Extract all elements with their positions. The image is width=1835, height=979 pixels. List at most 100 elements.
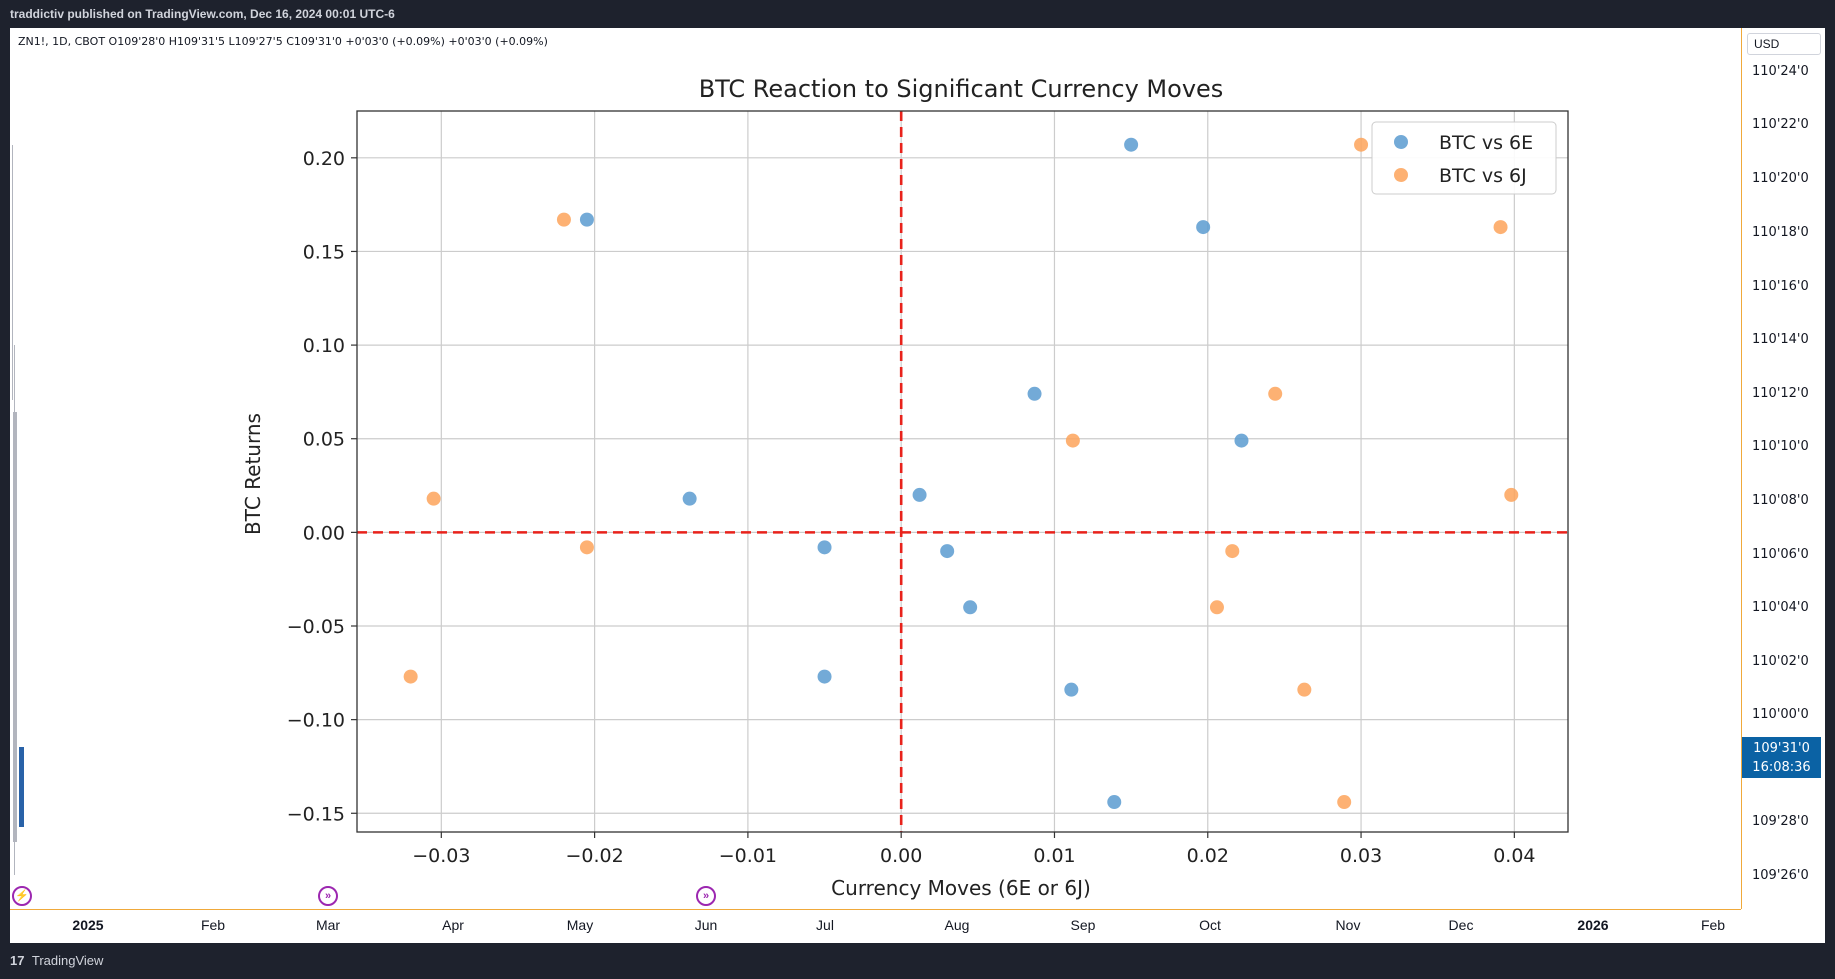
point-btc-vs-6j xyxy=(403,669,418,684)
y-tick-label: 0.10 xyxy=(303,335,345,357)
symbol-info-legend[interactable]: ZN1!, 1D, CBOT O109'28'0 H109'31'5 L109'… xyxy=(18,35,548,48)
time-tick-label: Feb xyxy=(200,917,226,933)
y-tick-label: 0.15 xyxy=(303,241,345,263)
axis-ticks: −0.03 −0.02 −0.01 0.00 0.01 0.02 0.03 0.04 0.20 0… xyxy=(287,148,1536,867)
price-tick-label: 110'22'0 xyxy=(1752,117,1809,132)
point-btc-vs-6j xyxy=(1225,544,1240,559)
point-btc-vs-6j xyxy=(1337,795,1352,810)
price-tick-label: 110'24'0 xyxy=(1752,64,1809,79)
point-btc-vs-6e xyxy=(817,669,832,684)
legend-label-btc-vs-6e: BTC vs 6E xyxy=(1439,132,1533,154)
candle-body xyxy=(13,412,17,842)
lightning-icon[interactable]: ⚡ xyxy=(12,886,32,906)
price-tick-label: 110'10'0 xyxy=(1752,439,1809,454)
price-tick-label: 110'08'0 xyxy=(1752,493,1809,508)
point-btc-vs-6j xyxy=(1354,137,1369,152)
x-tick-label: −0.02 xyxy=(565,845,623,867)
y-axis-label: BTC Returns xyxy=(241,413,265,535)
point-btc-vs-6e xyxy=(579,212,594,227)
price-tick-label: 110'16'0 xyxy=(1752,279,1809,294)
point-btc-vs-6j xyxy=(579,540,594,555)
y-tick-label: 0.00 xyxy=(303,522,345,544)
point-btc-vs-6e xyxy=(1124,137,1139,152)
chart-title: BTC Reaction to Significant Currency Mov… xyxy=(699,75,1224,103)
point-btc-vs-6e xyxy=(1064,682,1079,697)
last-price-label: 109'31'0 16:08:36 xyxy=(1742,737,1821,778)
legend-box xyxy=(1371,121,1557,195)
point-btc-vs-6e xyxy=(912,487,927,502)
y-tick-label: 0.20 xyxy=(303,148,345,170)
x-tick-label: 0.00 xyxy=(880,845,922,867)
tradingview-logo-icon: 17 xyxy=(10,953,25,968)
time-tick-label: Apr xyxy=(442,917,464,933)
price-tick-label: 110'18'0 xyxy=(1752,225,1809,240)
footer-bar: 17 TradingView xyxy=(0,943,1835,979)
y-tick-label: −0.05 xyxy=(287,616,345,638)
point-btc-vs-6e xyxy=(1234,433,1249,448)
x-axis-label: Currency Moves (6E or 6J) xyxy=(831,876,1091,900)
point-btc-vs-6j xyxy=(1209,600,1224,615)
time-tick-label: Feb xyxy=(1700,917,1726,933)
time-tick-label: Oct xyxy=(1199,917,1221,933)
time-tick-label: 2025 xyxy=(72,917,104,933)
scatter-chart: −0.03 −0.02 −0.01 0.00 0.01 0.02 0.03 0.04 0.20 0… xyxy=(241,75,1569,900)
time-tick-label: Nov xyxy=(1335,917,1361,933)
point-btc-vs-6j xyxy=(426,491,441,506)
legend-marker-btc-vs-6e xyxy=(1394,135,1408,149)
x-tick-label: −0.01 xyxy=(719,845,777,867)
point-btc-vs-6e xyxy=(817,540,832,555)
point-btc-vs-6j xyxy=(1268,386,1283,401)
time-tick-label: Jul xyxy=(816,917,834,933)
data-points xyxy=(403,137,1519,810)
price-tick-label: 110'04'0 xyxy=(1752,600,1809,615)
x-tick-label: 0.01 xyxy=(1033,845,1075,867)
price-tick-label: 110'02'0 xyxy=(1752,654,1809,669)
plot-area-border xyxy=(356,110,1569,833)
point-btc-vs-6j xyxy=(1504,487,1519,502)
point-btc-vs-6e xyxy=(963,600,978,615)
time-tick-label: Dec xyxy=(1448,917,1474,933)
price-tick-label: 110'06'0 xyxy=(1752,547,1809,562)
currency-selector[interactable]: USD xyxy=(1747,33,1821,55)
legend-marker-btc-vs-6j xyxy=(1394,168,1408,182)
y-tick-label: −0.15 xyxy=(287,803,345,825)
point-btc-vs-6j xyxy=(556,212,571,227)
bar-countdown: 16:08:36 xyxy=(1752,760,1811,775)
point-btc-vs-6e xyxy=(1107,795,1122,810)
point-btc-vs-6e xyxy=(1196,220,1211,235)
x-tick-label: 0.03 xyxy=(1340,845,1382,867)
x-tick-label: −0.03 xyxy=(412,845,470,867)
point-btc-vs-6e xyxy=(1027,386,1042,401)
legend-label-btc-vs-6j: BTC vs 6J xyxy=(1439,165,1527,187)
y-tick-label: −0.10 xyxy=(287,710,345,732)
point-btc-vs-6e xyxy=(682,491,697,506)
time-tick-label: Jun xyxy=(694,917,718,933)
point-btc-vs-6e xyxy=(940,544,955,559)
price-tick-label: 110'12'0 xyxy=(1752,386,1809,401)
time-tick-label: 2026 xyxy=(1577,917,1609,933)
point-btc-vs-6j xyxy=(1493,220,1508,235)
point-btc-vs-6j xyxy=(1065,433,1080,448)
price-tick-label: 109'26'0 xyxy=(1752,868,1809,883)
dividend-event-icon[interactable]: » xyxy=(318,886,338,906)
price-tick-label: 109'28'0 xyxy=(1752,814,1809,829)
time-tick-label: Aug xyxy=(944,917,970,933)
time-tick-label: Sep xyxy=(1070,917,1096,933)
y-tick-label: 0.05 xyxy=(303,429,345,451)
published-header: traddictiv published on TradingView.com,… xyxy=(0,0,1835,28)
dividend-event-icon[interactable]: » xyxy=(696,886,716,906)
price-tick-label: 110'20'0 xyxy=(1752,171,1809,186)
time-tick-label: May xyxy=(566,917,594,933)
point-btc-vs-6j xyxy=(1297,682,1312,697)
price-tick-label: 110'00'0 xyxy=(1752,707,1809,722)
last-price-value: 109'31'0 xyxy=(1753,741,1810,756)
x-tick-label: 0.02 xyxy=(1187,845,1229,867)
reference-lines xyxy=(357,111,1568,832)
time-tick-label: Mar xyxy=(315,917,341,933)
x-tick-label: 0.04 xyxy=(1493,845,1535,867)
grid xyxy=(357,111,1568,832)
legend: BTC vs 6E BTC vs 6J xyxy=(1371,121,1557,195)
price-tick-label: 110'14'0 xyxy=(1752,332,1809,347)
candle-wick xyxy=(12,145,13,400)
time-axis[interactable] xyxy=(10,909,1741,943)
